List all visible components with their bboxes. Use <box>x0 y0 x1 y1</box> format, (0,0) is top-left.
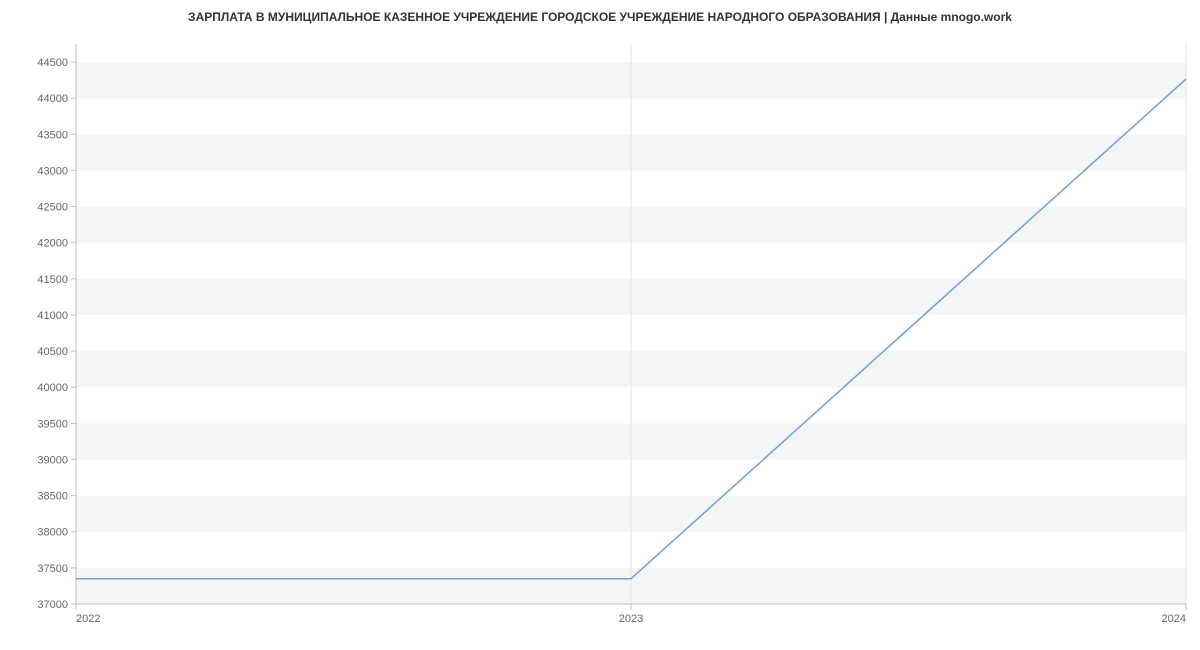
y-tick-label: 42000 <box>37 238 68 250</box>
y-tick-label: 40000 <box>37 382 68 394</box>
y-tick-label: 39500 <box>37 418 68 430</box>
y-tick-label: 44000 <box>37 93 68 105</box>
y-tick-label: 38500 <box>37 491 68 503</box>
x-tick-label: 2023 <box>619 613 643 625</box>
y-tick-label: 39000 <box>37 454 68 466</box>
chart-svg: 37000 37500 38000 38500 39000 39500 40000 40500… <box>0 34 1200 634</box>
chart-title: ЗАРПЛАТА В МУНИЦИПАЛЬНОЕ КАЗЕННОЕ УЧРЕЖД… <box>0 0 1200 32</box>
y-tick-label: 41000 <box>37 310 68 322</box>
y-tick-label: 43500 <box>37 129 68 141</box>
y-tick-label: 37000 <box>37 599 68 611</box>
y-tick-label: 38000 <box>37 527 68 539</box>
chart-container: 37000 37500 38000 38500 39000 39500 40000 40500… <box>0 34 1200 634</box>
y-tick-label: 44500 <box>37 57 68 69</box>
x-tick-label: 2024 <box>1162 613 1186 625</box>
y-tick-label: 40500 <box>37 346 68 358</box>
y-tick-label: 43000 <box>37 165 68 177</box>
y-tick-label: 37500 <box>37 563 68 575</box>
y-tick-label: 42500 <box>37 202 68 214</box>
y-tick-label: 41500 <box>37 274 68 286</box>
x-tick-label: 2022 <box>76 613 100 625</box>
